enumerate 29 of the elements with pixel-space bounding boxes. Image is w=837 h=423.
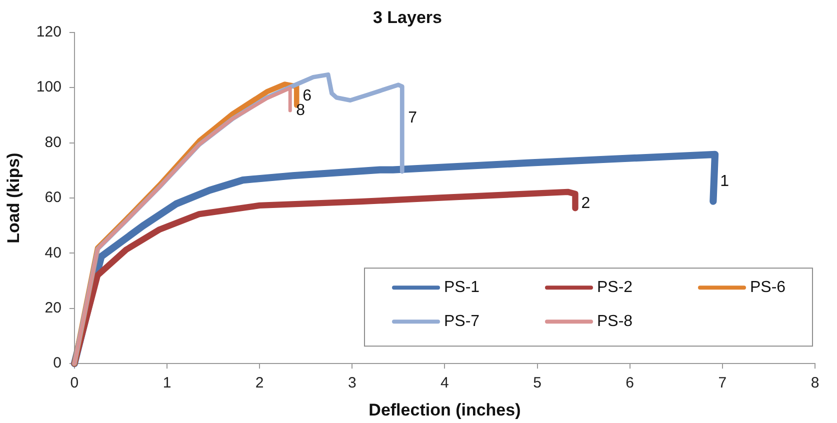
annotation: 7: [408, 109, 418, 126]
legend-label: PS-6: [750, 279, 786, 296]
y-tick-label: 100: [36, 78, 62, 96]
annotation: 8: [296, 102, 306, 119]
x-tick-label: 8: [810, 374, 820, 392]
legend-label: PS-1: [444, 279, 480, 296]
x-tick-label: 6: [626, 374, 634, 392]
annotation: 1: [720, 172, 730, 190]
y-tick-label: 0: [53, 354, 62, 372]
legend-label: PS-7: [444, 313, 480, 330]
x-tick-label: 3: [348, 374, 356, 392]
x-tick-label: 2: [255, 374, 264, 392]
y-tick-label: 80: [44, 134, 62, 151]
y-tick-label: 120: [36, 24, 62, 41]
x-tick-label: 5: [533, 374, 542, 392]
x-axis-title: Deflection (inches): [368, 400, 521, 420]
y-axis-title: Load (kips): [4, 152, 23, 244]
x-tick-label: 4: [440, 374, 449, 392]
y-tick-label: 40: [44, 244, 62, 262]
y-tick-label: 60: [44, 189, 62, 206]
legend-label: PS-2: [597, 279, 633, 296]
y-tick-label: 20: [44, 300, 62, 317]
x-tick-label: 1: [162, 374, 172, 392]
legend-label: PS-8: [597, 313, 633, 330]
chart-title: 3 Layers: [373, 8, 442, 27]
annotation: 6: [302, 87, 312, 104]
annotation: 2: [581, 194, 590, 212]
x-tick-label: 0: [70, 374, 79, 392]
x-tick-label: 7: [718, 374, 727, 392]
